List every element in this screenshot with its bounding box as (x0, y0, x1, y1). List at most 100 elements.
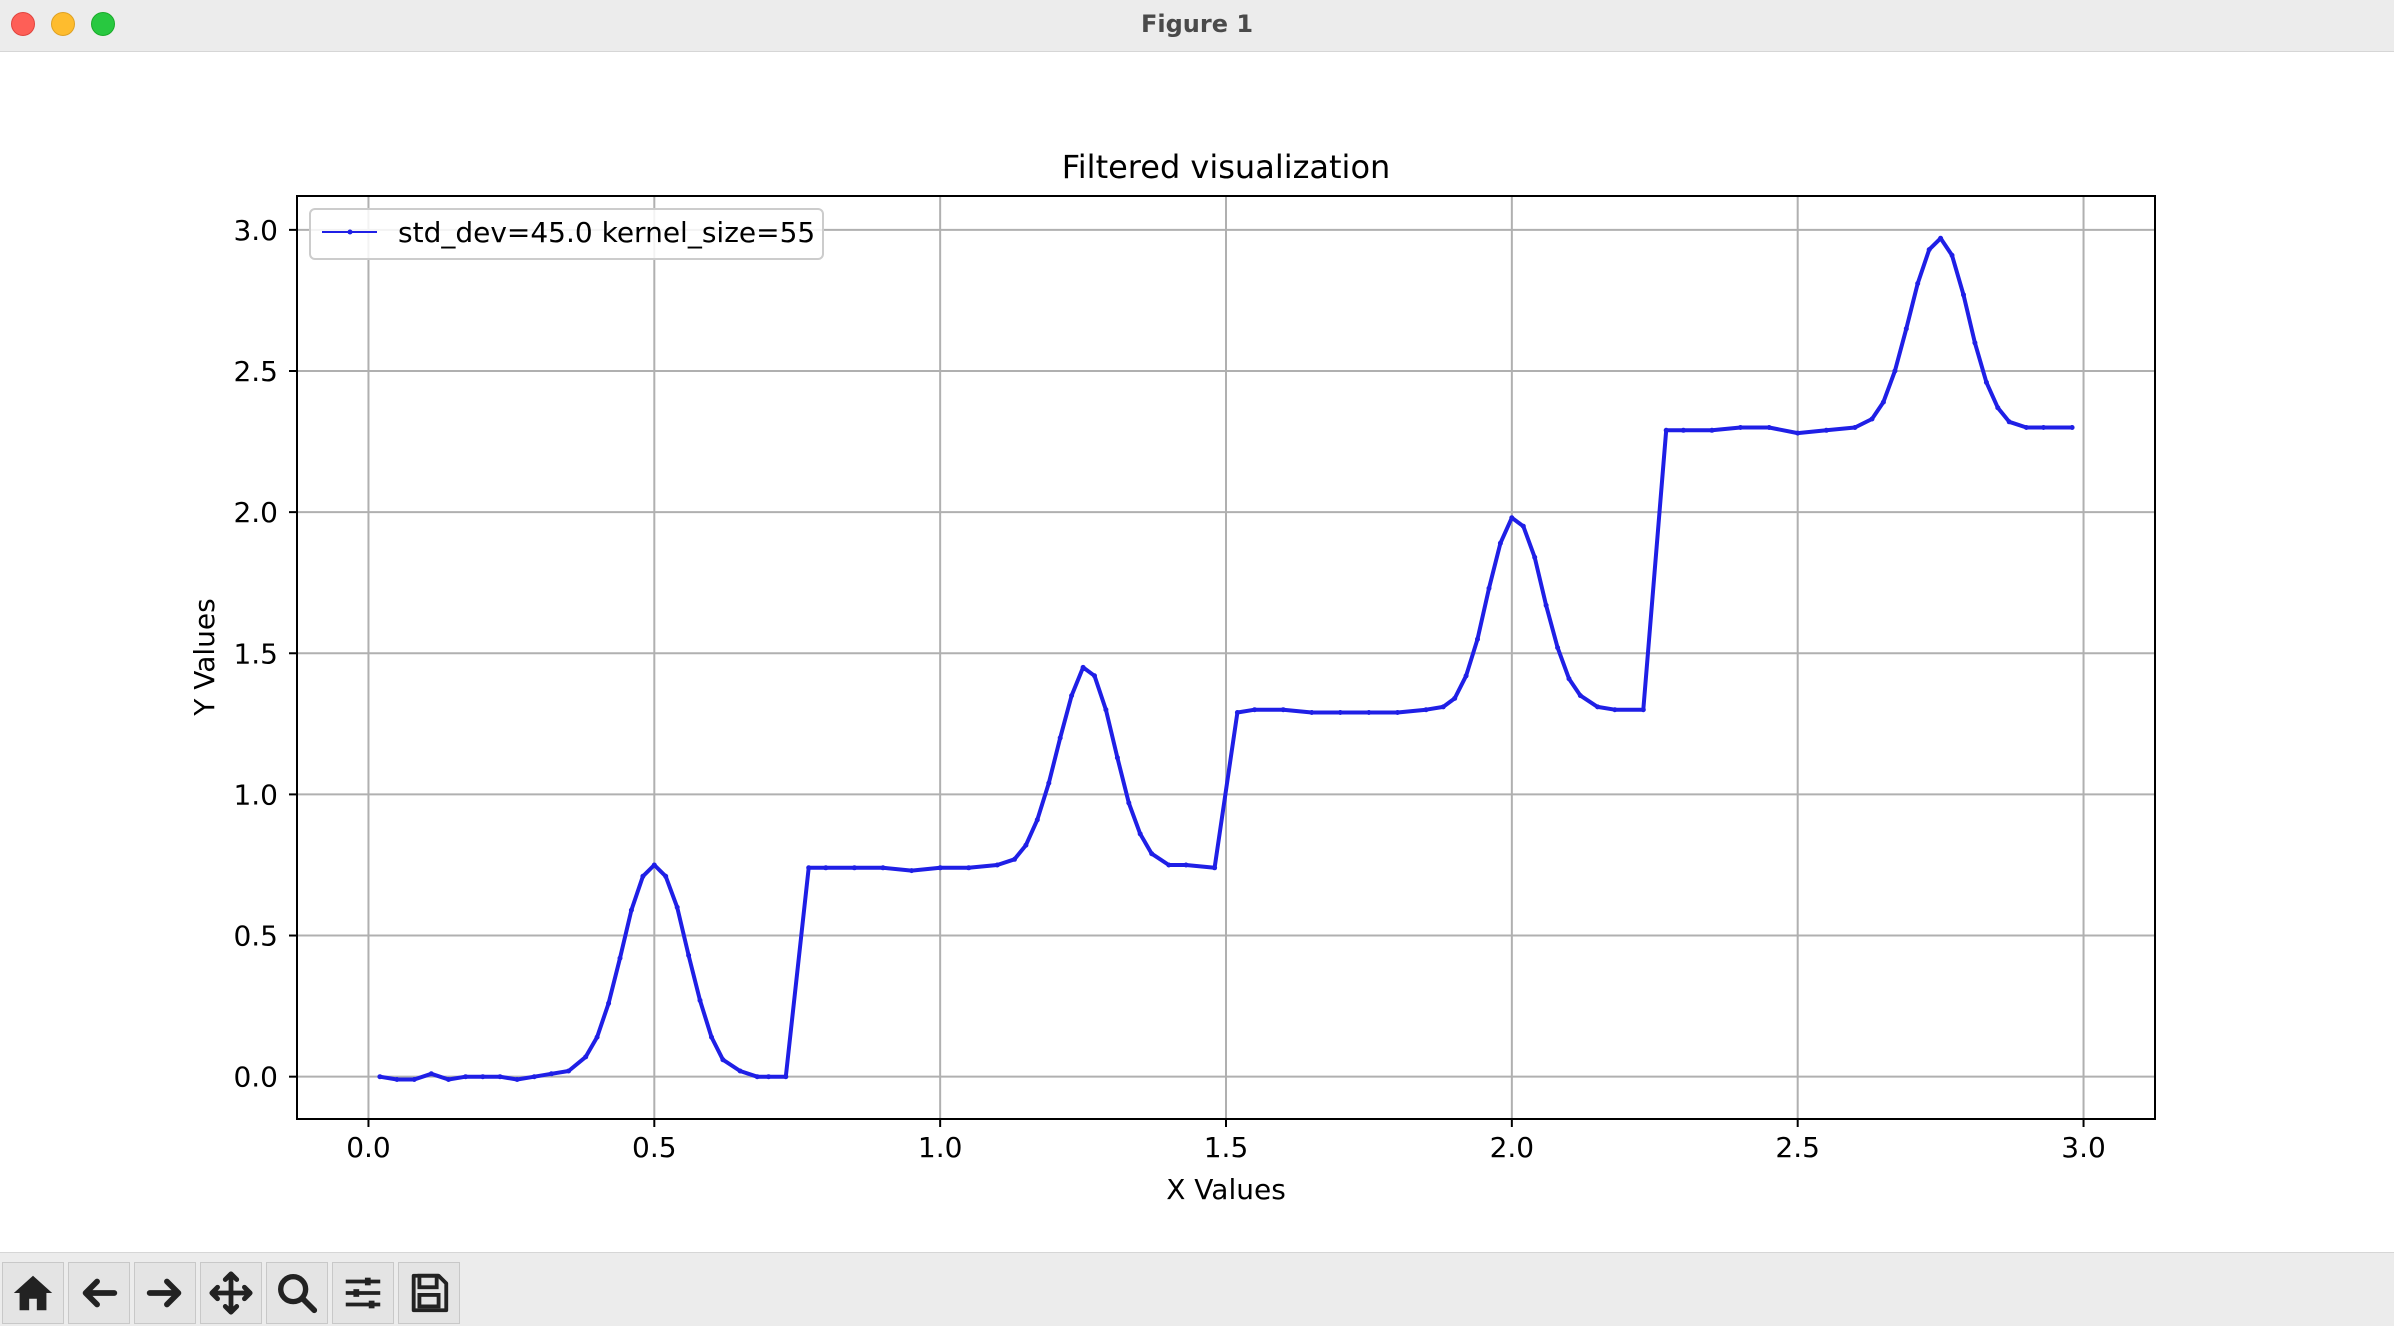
data-point (1915, 281, 1921, 286)
data-point (1823, 427, 1829, 433)
x-axis-label: X Values (1166, 1173, 1286, 1206)
y-tick-label: 2.0 (233, 496, 278, 529)
data-point (880, 865, 886, 871)
data-point (1114, 755, 1120, 761)
data-point (1080, 664, 1086, 670)
data-point (2006, 419, 2012, 425)
data-point (806, 865, 812, 871)
data-point (628, 907, 634, 913)
pan-button[interactable] (200, 1262, 262, 1324)
data-point (1938, 235, 1944, 241)
data-point (823, 865, 829, 871)
arrow-right-icon (146, 1278, 182, 1308)
data-point (1795, 430, 1801, 436)
data-point (1212, 865, 1218, 871)
data-point (737, 1068, 743, 1074)
series-lines (377, 235, 2075, 1082)
data-point (1012, 856, 1017, 862)
data-point (1395, 710, 1400, 715)
x-tick-label: 2.0 (1490, 1131, 1535, 1164)
data-point (1440, 704, 1446, 710)
window-close-button[interactable] (11, 12, 35, 36)
data-point (446, 1077, 451, 1082)
data-point (1949, 252, 1955, 258)
data-point (720, 1057, 726, 1063)
data-point (1183, 862, 1189, 868)
data-point (1452, 695, 1458, 701)
data-point (994, 862, 1000, 868)
save-button[interactable] (398, 1262, 460, 1324)
y-tick-label: 1.5 (233, 637, 278, 670)
data-point (1880, 399, 1886, 405)
data-point (1023, 842, 1029, 848)
data-point (1903, 326, 1909, 332)
figure-canvas[interactable]: Filtered visualization 0.0 0.5 1.0 1.5 2.0 2.… (0, 52, 2394, 1252)
data-point (937, 865, 943, 871)
data-point (1092, 673, 1097, 679)
window-minimize-button[interactable] (51, 12, 75, 36)
data-point (851, 865, 857, 871)
data-point (1852, 425, 1858, 430)
data-point (1577, 693, 1583, 699)
back-button[interactable] (68, 1262, 130, 1324)
data-point (1543, 602, 1549, 608)
data-point (1423, 707, 1429, 713)
arrow-left-icon (82, 1278, 118, 1308)
data-point (583, 1054, 589, 1060)
data-point (1892, 368, 1898, 374)
window-title: Figure 1 (1140, 10, 1254, 38)
data-point (1709, 427, 1715, 433)
data-point (1983, 379, 1989, 385)
data-point (1046, 780, 1052, 786)
data-point (2023, 425, 2029, 430)
home-icon (13, 1275, 53, 1311)
data-point (1034, 817, 1040, 823)
data-point (1995, 405, 2001, 411)
data-point (909, 868, 915, 874)
data-point (663, 873, 669, 879)
data-point (1509, 515, 1515, 521)
data-point (1766, 425, 1772, 430)
data-point (1640, 707, 1646, 713)
data-point (1103, 707, 1109, 713)
data-point (640, 873, 646, 879)
y-axis-ticks: 0.0 0.5 1.0 1.5 2.0 2.5 3.0 (233, 214, 297, 1094)
data-point (1532, 554, 1538, 560)
data-point (1337, 710, 1343, 715)
chart-title: Filtered visualization (1062, 148, 1391, 186)
data-point (1366, 710, 1372, 715)
data-point (1166, 862, 1172, 868)
data-point (428, 1071, 434, 1077)
home-button[interactable] (2, 1262, 64, 1324)
data-point (594, 1034, 600, 1040)
sliders-icon (345, 1277, 381, 1309)
legend-label: std_dev=45.0 kernel_size=55 (398, 216, 815, 249)
configure-subplots-button[interactable] (332, 1262, 394, 1324)
grid (297, 196, 2155, 1119)
y-axis-label: Y Values (188, 598, 221, 716)
y-tick-label: 2.5 (233, 355, 278, 388)
data-point (606, 1000, 612, 1006)
data-point (1738, 425, 1743, 430)
zoom-button[interactable] (266, 1262, 328, 1324)
legend-box (309, 208, 824, 260)
save-icon (411, 1273, 449, 1313)
x-axis-ticks: 0.0 0.5 1.0 1.5 2.0 2.5 3.0 (346, 1119, 2106, 1164)
move-icon (209, 1271, 253, 1315)
data-point (1520, 523, 1526, 529)
data-point (686, 952, 692, 958)
forward-button[interactable] (134, 1262, 196, 1324)
data-point (617, 955, 623, 961)
window-titlebar: Figure 1 (0, 0, 2394, 52)
data-point (1961, 292, 1966, 298)
y-tick-label: 1.0 (233, 778, 278, 811)
data-point (1486, 585, 1492, 591)
data-point (514, 1077, 520, 1082)
data-point (1280, 707, 1286, 713)
data-point (754, 1074, 760, 1080)
window-zoom-button[interactable] (91, 12, 115, 36)
data-point (1612, 707, 1618, 713)
x-tick-label: 0.5 (632, 1131, 677, 1164)
data-point (377, 1074, 383, 1080)
data-point (1463, 673, 1469, 679)
